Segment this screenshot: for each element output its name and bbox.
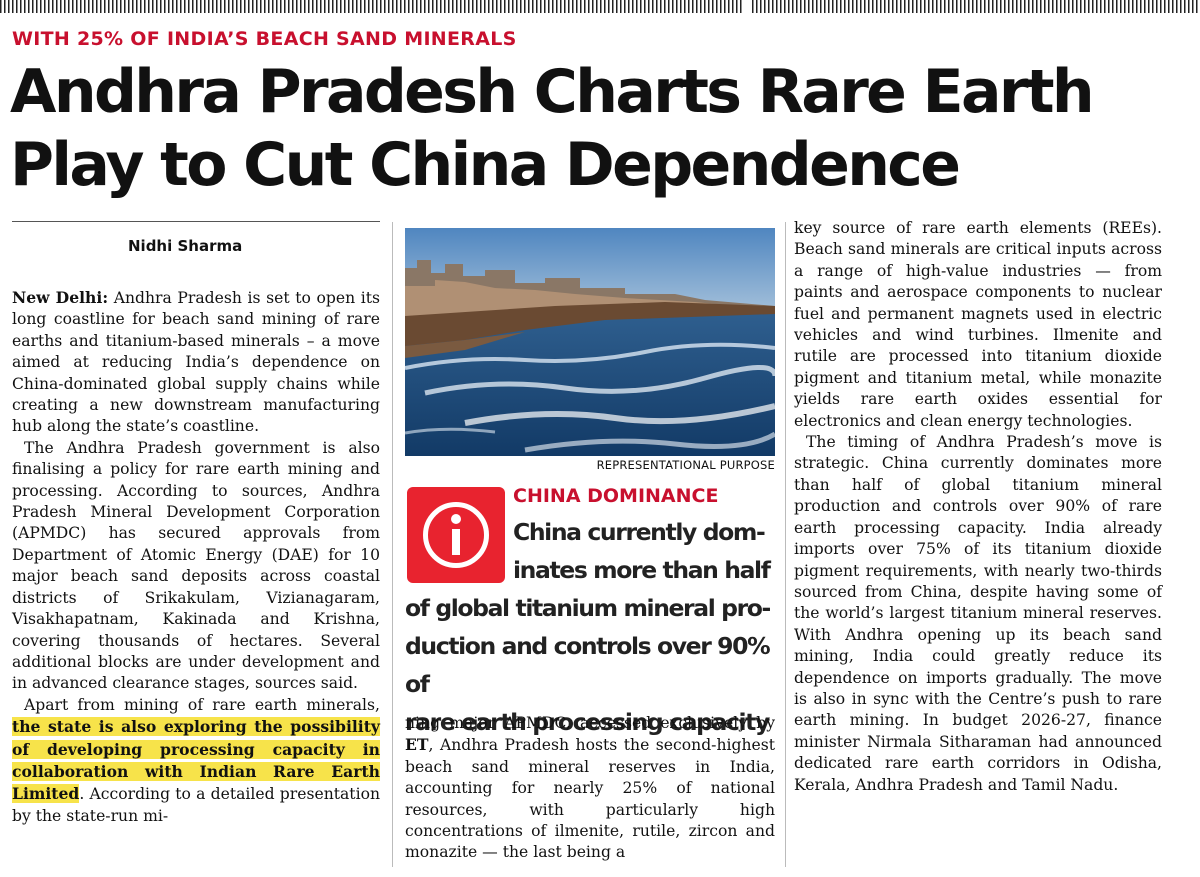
masthead-rule-gap [742,0,752,13]
reserves-tail: , Andhra Pradesh hosts the second-highes… [405,736,775,862]
callout-line-1: China currently dom- [405,513,775,551]
dateline: New Delhi: [12,288,109,307]
headline: Andhra Pradesh Charts Rare Earth Play to… [10,56,1195,202]
headline-line-2: Play to Cut China Dependence [10,130,961,200]
et-mention: ET [405,735,429,755]
info-icon-stem [452,529,460,555]
callout-text: China currently dom- inates more than ha… [405,513,775,741]
callout-line-2: inates more than half [405,551,775,589]
callout-line-4: duction and controls over 90% of [405,632,771,698]
callout-line-3: of global titanium mineral pro- [405,594,771,622]
paragraph-ree-uses: key source of rare earth elements (REEs)… [794,219,1162,430]
beach-photo [405,228,775,456]
byline: Nidhi Sharma [128,237,243,255]
paragraph-timing: The timing of Andhra Pradesh’s move is s… [794,433,1162,794]
article-column-2: ning major APMDC, accessed exclusively b… [405,713,775,864]
paragraph-reserves: ning major APMDC, accessed exclusively b… [405,713,775,864]
callout-line-5: rare earth processing capacity [405,708,770,736]
byline-rule [12,221,380,222]
info-icon-ring [423,502,489,568]
callout-line-1-text: China currently dom- [513,518,766,546]
info-icon-dot [451,514,461,524]
paragraph-policy: The Andhra Pradesh government is also fi… [12,438,380,693]
kicker: WITH 25% OF INDIA’S BEACH SAND MINERALS [12,28,517,50]
callout-line-2-text: inates more than half [513,556,771,584]
article-column-1: New Delhi: Andhra Pradesh is set to open… [12,287,380,827]
headline-line-1: Andhra Pradesh Charts Rare Earth [10,57,1095,127]
paragraph-processing: Apart from mining of rare earth minerals… [12,695,380,827]
photo-caption: REPRESENTATIONAL PURPOSE [596,458,775,472]
beach-photo-illustration [405,228,775,456]
processing-lead: Apart from mining of rare earth minerals… [24,695,380,714]
column-divider-1 [392,222,393,867]
column-divider-2 [785,222,786,867]
reserves-lead: ning major APMDC, accessed exclusively b… [405,714,775,732]
processing-tail: . According to a detailed presentation b… [12,785,380,825]
masthead-rule [0,0,1200,13]
callout-title: CHINA DOMINANCE [513,485,719,507]
info-icon [407,487,505,583]
article-column-3: key source of rare earth elements (REEs)… [794,218,1162,796]
china-dominance-callout: CHINA DOMINANCE China currently dom- ina… [405,483,775,736]
paragraph-intro: New Delhi: Andhra Pradesh is set to open… [12,287,380,438]
intro-text: Andhra Pradesh is set to open its long c… [12,289,380,436]
